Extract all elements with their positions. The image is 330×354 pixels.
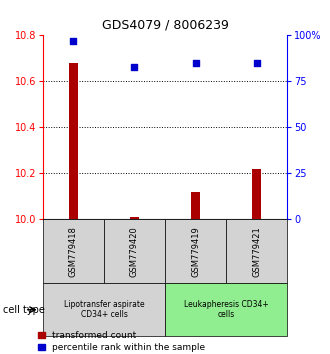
- Bar: [130, 217, 139, 219]
- Bar: [252, 169, 261, 219]
- Point: [254, 60, 259, 66]
- Point: [193, 60, 198, 66]
- Text: cell type: cell type: [3, 305, 45, 315]
- Title: GDS4079 / 8006239: GDS4079 / 8006239: [102, 18, 228, 32]
- Text: GSM779419: GSM779419: [191, 226, 200, 277]
- Text: Lipotransfer aspirate
CD34+ cells: Lipotransfer aspirate CD34+ cells: [64, 300, 144, 319]
- Text: GSM779421: GSM779421: [252, 226, 261, 277]
- Legend: transformed count, percentile rank within the sample: transformed count, percentile rank withi…: [38, 331, 206, 353]
- Point: [132, 64, 137, 69]
- Point: [71, 38, 76, 44]
- Bar: [69, 63, 78, 219]
- Text: GSM779420: GSM779420: [130, 226, 139, 277]
- Text: Leukapheresis CD34+
cells: Leukapheresis CD34+ cells: [184, 300, 268, 319]
- Text: GSM779418: GSM779418: [69, 226, 78, 277]
- Bar: [191, 192, 200, 219]
